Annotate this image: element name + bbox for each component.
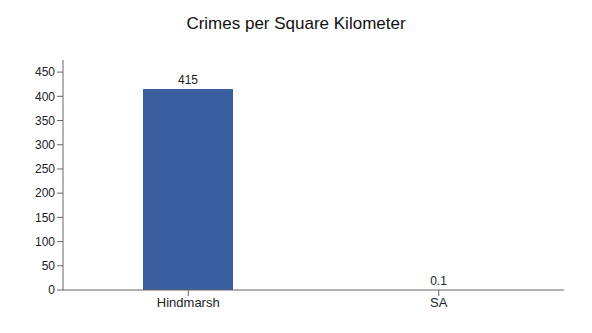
html-text:Crimes per Square Kilometer: Crimes per Square Kilometer	[186, 14, 406, 33]
svg-text:SA: SA	[430, 295, 448, 310]
svg-text:400: 400	[35, 90, 55, 104]
svg-text:450: 450	[35, 65, 55, 79]
svg-text:50: 50	[42, 259, 56, 273]
svg-text:350: 350	[35, 114, 55, 128]
svg-text:Hindmarsh: Hindmarsh	[157, 295, 220, 310]
svg-text:150: 150	[35, 211, 55, 225]
svg-text:0: 0	[48, 283, 55, 297]
svg-text:100: 100	[35, 235, 55, 249]
svg-text:200: 200	[35, 186, 55, 200]
svg-text:250: 250	[35, 162, 55, 176]
svg-text:300: 300	[35, 138, 55, 152]
svg-text:415: 415	[178, 73, 198, 87]
svg-text:0.1: 0.1	[430, 274, 447, 288]
